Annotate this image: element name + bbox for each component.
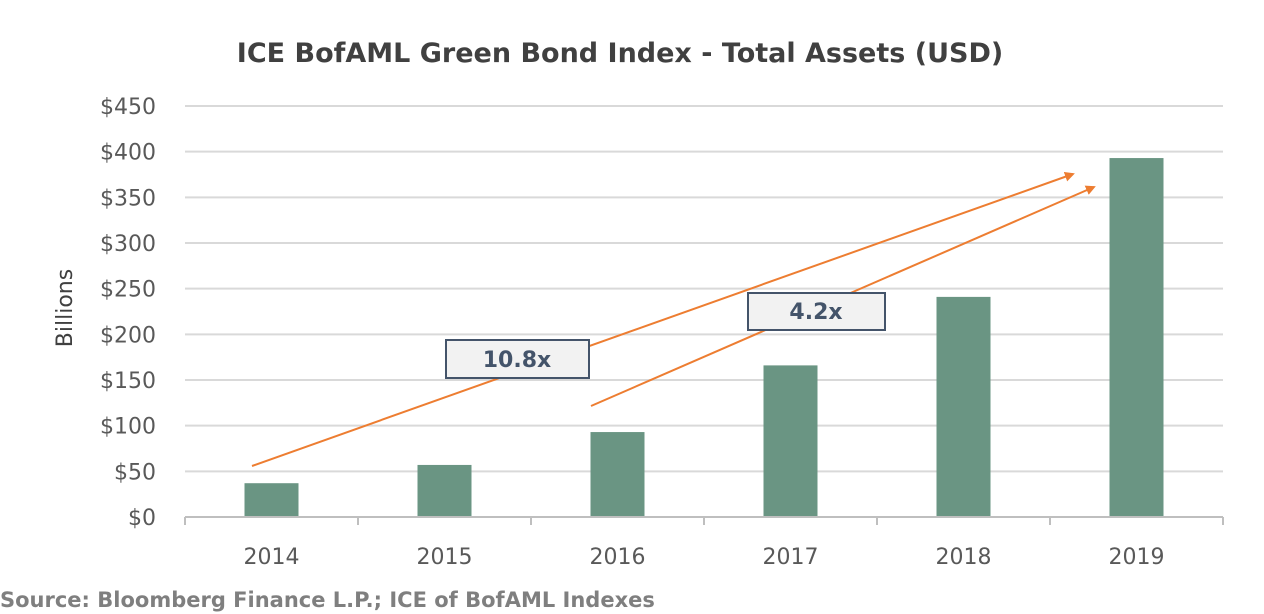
x-tick-label: 2017 (763, 545, 819, 570)
y-tick-label: $300 (100, 232, 156, 257)
y-tick-label: $150 (100, 369, 156, 394)
x-tick-label: 2018 (936, 545, 992, 570)
y-tick-label: $350 (100, 186, 156, 211)
bar-2018 (936, 296, 991, 517)
annotation-label-4-2x: 4.2x (789, 300, 842, 325)
x-axis (184, 516, 1224, 525)
y-axis-label: Billions (53, 269, 78, 347)
annotation-box-10-8x (445, 339, 590, 379)
y-tick-label: $100 (100, 415, 156, 440)
x-axis-ticks: 2014 2015 2016 2017 2018 2019 (244, 545, 1165, 570)
gridlines (185, 105, 1223, 473)
y-tick-label: $0 (128, 506, 156, 531)
y-tick-label: $250 (100, 278, 156, 303)
source-note: Source: Bloomberg Finance L.P.; ICE of B… (0, 588, 655, 612)
x-tick-label: 2015 (417, 545, 473, 570)
bar-2015 (417, 464, 472, 517)
x-tick-label: 2014 (244, 545, 300, 570)
y-tick-label: $450 (100, 95, 156, 120)
x-tick-label: 2016 (590, 545, 646, 570)
annotation-box-4-2x (747, 292, 886, 331)
y-tick-label: $200 (100, 323, 156, 348)
chart-title: ICE BofAML Green Bond Index - Total Asse… (237, 38, 1003, 69)
annotation-label-10-8x: 10.8x (483, 348, 551, 373)
bar-2014 (244, 483, 299, 517)
y-axis-ticks: $0 $50 $100 $150 $200 $250 $300 $350 $400 $450 (100, 95, 156, 531)
bar-2019 (1109, 158, 1164, 517)
bar-2017 (763, 365, 818, 517)
growth-arrow-2014-2019 (251, 171, 1075, 467)
y-tick-label: $50 (114, 460, 156, 485)
annotations: 10.8x 4.2x (251, 171, 1096, 467)
bar-2016 (590, 432, 645, 517)
bars (244, 158, 1164, 517)
y-tick-label: $400 (100, 141, 156, 166)
x-tick-label: 2019 (1109, 545, 1165, 570)
